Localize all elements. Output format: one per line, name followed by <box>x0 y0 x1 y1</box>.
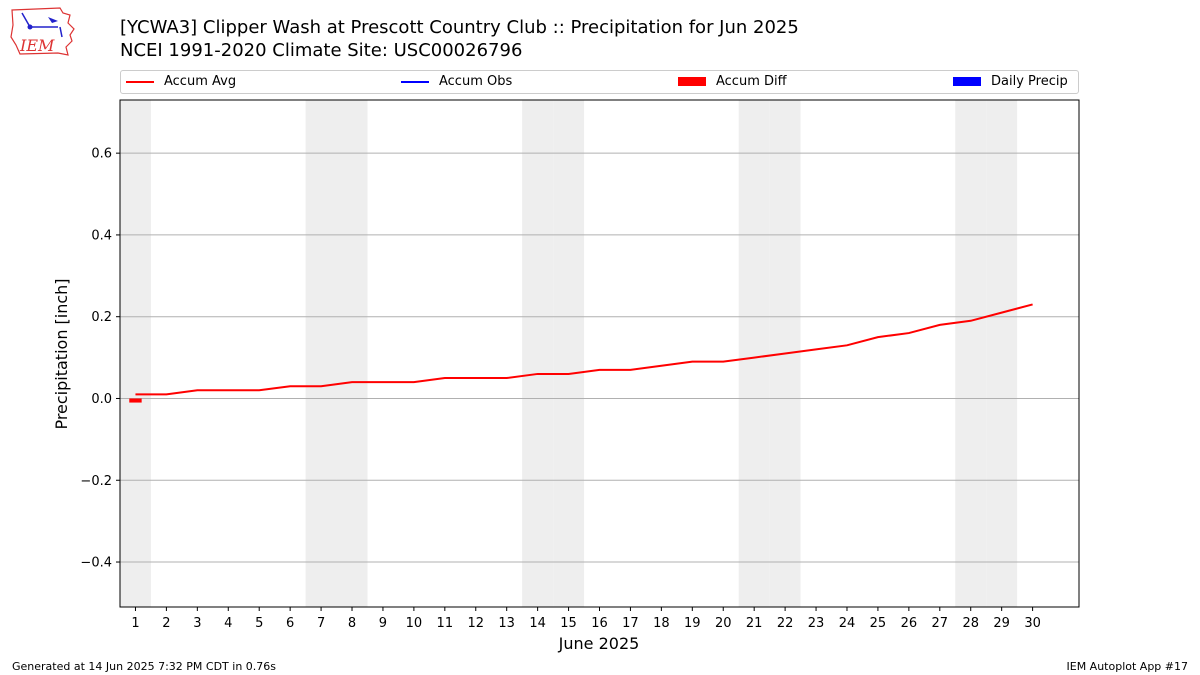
weekend-shade-band <box>986 100 1018 607</box>
x-tick-label: 17 <box>622 616 639 631</box>
grid-lines <box>120 152 1079 563</box>
legend-item-accum-diff: Accum Diff <box>678 74 787 89</box>
x-tick-label: 26 <box>901 616 918 631</box>
x-axis-ticks: 1 2 3 4 5 6 7 8 9 10 11 12 13 14 15 16 17 18 19 20 21 22 23 24 2… <box>131 607 1041 631</box>
accum-diff-bars <box>129 398 142 403</box>
x-tick-label: 6 <box>286 616 294 631</box>
legend-swatch <box>401 80 429 83</box>
accum-diff-bar <box>129 398 142 403</box>
x-axis-label: June 2025 <box>558 634 640 653</box>
x-tick-label: 20 <box>715 616 732 631</box>
weekend-shade-band <box>738 100 770 607</box>
x-tick-label: 14 <box>529 616 546 631</box>
legend-swatch <box>678 77 706 86</box>
x-tick-label: 2 <box>162 616 170 631</box>
x-tick-label: 7 <box>317 616 325 631</box>
weekend-shade-band <box>553 100 585 607</box>
x-tick-label: 19 <box>684 616 701 631</box>
x-tick-label: 16 <box>591 616 608 631</box>
x-tick-label: 5 <box>255 616 263 631</box>
x-tick-label: 23 <box>808 616 825 631</box>
x-tick-label: 29 <box>993 616 1010 631</box>
weekend-shade-band <box>120 100 151 607</box>
chart-title: [YCWA3] Clipper Wash at Prescott Country… <box>120 17 799 38</box>
x-tick-label: 11 <box>437 616 454 631</box>
chart-subtitle: NCEI 1991-2020 Climate Site: USC00026796 <box>120 40 523 61</box>
footer-generated: Generated at 14 Jun 2025 7:32 PM CDT in … <box>12 660 277 673</box>
x-tick-label: 24 <box>839 616 856 631</box>
legend-label: Accum Avg <box>164 74 237 89</box>
x-tick-label: 3 <box>193 616 201 631</box>
y-tick-label: 0.0 <box>91 392 112 407</box>
legend-item-accum-avg: Accum Avg <box>126 74 236 89</box>
legend-item-daily-precip: Daily Precip <box>953 74 1068 89</box>
x-tick-label: 25 <box>870 616 887 631</box>
accum-avg-line <box>135 303 1033 396</box>
x-tick-label: 27 <box>932 616 949 631</box>
y-axis-ticks: −0.4 −0.2 0.0 0.2 0.4 0.6 <box>80 147 120 571</box>
x-tick-label: 8 <box>348 616 356 631</box>
y-tick-label: −0.2 <box>80 474 112 489</box>
weekend-shade-band <box>336 100 368 607</box>
x-tick-label: 13 <box>498 616 515 631</box>
x-tick-label: 10 <box>406 616 423 631</box>
x-tick-label: 28 <box>962 616 979 631</box>
x-tick-label: 12 <box>467 616 484 631</box>
legend-swatch <box>953 77 981 86</box>
x-tick-label: 4 <box>224 616 232 631</box>
weekend-shading <box>120 100 1018 607</box>
logo-text: IEM <box>19 36 55 55</box>
plot-frame <box>119 99 1080 608</box>
legend-label: Accum Obs <box>439 74 513 89</box>
y-tick-label: −0.4 <box>80 556 112 571</box>
x-tick-label: 1 <box>131 616 139 631</box>
legend-label: Daily Precip <box>991 74 1068 89</box>
x-tick-label: 9 <box>379 616 387 631</box>
y-axis-label: Precipitation [inch] <box>52 278 71 429</box>
weekend-shade-band <box>522 100 554 607</box>
y-tick-label: 0.6 <box>91 147 112 162</box>
x-tick-label: 22 <box>777 616 794 631</box>
x-tick-label: 18 <box>653 616 670 631</box>
x-tick-label: 21 <box>746 616 763 631</box>
y-tick-label: 0.4 <box>91 228 112 243</box>
x-tick-label: 30 <box>1024 616 1041 631</box>
weekend-shade-band <box>955 100 987 607</box>
legend-swatch <box>126 80 154 83</box>
weekend-shade-band <box>305 100 337 607</box>
legend-item-accum-obs: Accum Obs <box>401 74 512 89</box>
legend: Accum Avg Accum Obs Accum Diff Daily Pre… <box>120 70 1079 94</box>
series-lines <box>135 303 1033 396</box>
footer-app: IEM Autoplot App #17 <box>1066 660 1189 673</box>
x-tick-label: 15 <box>560 616 577 631</box>
legend-label: Accum Diff <box>716 74 787 89</box>
iem-logo: IEM <box>8 5 80 63</box>
y-tick-label: 0.2 <box>91 310 112 325</box>
